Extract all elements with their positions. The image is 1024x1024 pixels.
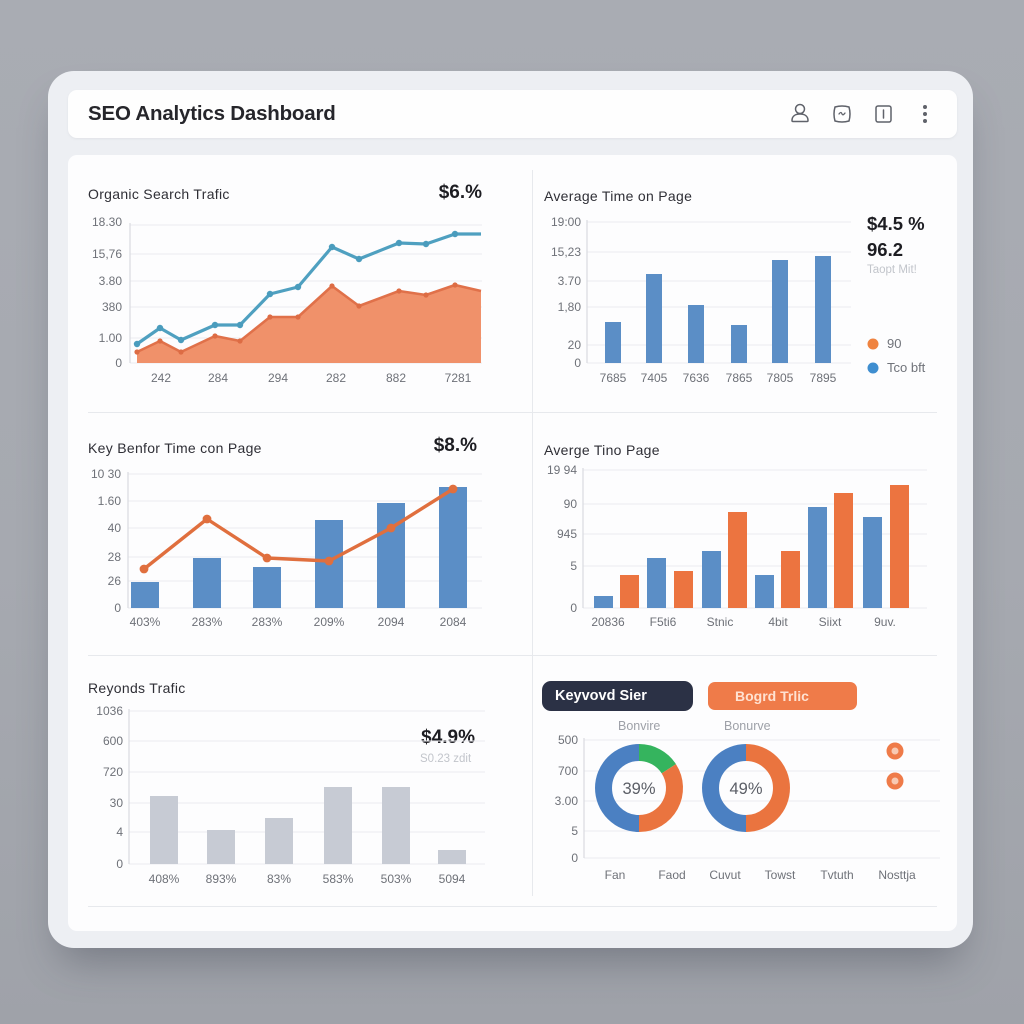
svg-text:19:00: 19:00 bbox=[551, 215, 581, 229]
svg-text:0: 0 bbox=[114, 601, 121, 615]
svg-text:28: 28 bbox=[108, 550, 122, 564]
svg-text:600: 600 bbox=[103, 734, 123, 748]
svg-text:893%: 893% bbox=[206, 872, 237, 886]
svg-text:503%: 503% bbox=[381, 872, 412, 886]
svg-text:1.00: 1.00 bbox=[99, 331, 123, 345]
svg-text:7805: 7805 bbox=[767, 371, 794, 385]
svg-text:0: 0 bbox=[116, 857, 123, 871]
svg-text:90: 90 bbox=[564, 497, 578, 511]
svg-text:945: 945 bbox=[557, 527, 577, 541]
svg-text:1,80: 1,80 bbox=[558, 300, 582, 314]
svg-text:283%: 283% bbox=[252, 615, 283, 629]
svg-text:Faod: Faod bbox=[658, 868, 685, 882]
svg-text:7685: 7685 bbox=[600, 371, 627, 385]
svg-text:19 94: 19 94 bbox=[547, 463, 577, 477]
svg-text:3.70: 3.70 bbox=[558, 274, 582, 288]
svg-text:20: 20 bbox=[568, 338, 582, 352]
svg-text:242: 242 bbox=[151, 371, 171, 385]
svg-text:Cuvut: Cuvut bbox=[709, 868, 741, 882]
svg-text:500: 500 bbox=[558, 735, 578, 747]
svg-text:1036: 1036 bbox=[96, 704, 123, 718]
svg-text:5094: 5094 bbox=[439, 872, 466, 886]
svg-text:39%: 39% bbox=[622, 780, 655, 798]
svg-text:7636: 7636 bbox=[683, 371, 710, 385]
svg-text:7895: 7895 bbox=[810, 371, 837, 385]
svg-text:83%: 83% bbox=[267, 872, 291, 886]
svg-text:4bit: 4bit bbox=[768, 615, 788, 629]
svg-text:Tco bft: Tco bft bbox=[887, 360, 926, 375]
svg-text:3.80: 3.80 bbox=[99, 274, 123, 288]
svg-text:0: 0 bbox=[571, 851, 578, 865]
svg-text:Nosttja: Nosttja bbox=[878, 868, 916, 882]
svg-text:0: 0 bbox=[570, 601, 577, 615]
svg-text:403%: 403% bbox=[130, 615, 161, 629]
svg-text:284: 284 bbox=[208, 371, 228, 385]
svg-text:F5ti6: F5ti6 bbox=[650, 615, 677, 629]
svg-text:283%: 283% bbox=[192, 615, 223, 629]
svg-text:90: 90 bbox=[887, 336, 901, 351]
svg-text:4: 4 bbox=[116, 825, 123, 839]
svg-text:Stnic: Stnic bbox=[707, 615, 734, 629]
svg-text:2094: 2094 bbox=[378, 615, 405, 629]
svg-text:380: 380 bbox=[102, 300, 122, 314]
svg-text:7405: 7405 bbox=[641, 371, 668, 385]
svg-text:Towst: Towst bbox=[765, 868, 796, 882]
svg-text:20836: 20836 bbox=[591, 615, 625, 629]
svg-text:7865: 7865 bbox=[726, 371, 753, 385]
svg-text:Siixt: Siixt bbox=[819, 615, 842, 629]
svg-text:5: 5 bbox=[570, 559, 577, 573]
svg-text:15,76: 15,76 bbox=[92, 247, 122, 261]
svg-text:26: 26 bbox=[108, 574, 122, 588]
svg-text:30: 30 bbox=[110, 796, 124, 810]
svg-text:18.30: 18.30 bbox=[92, 215, 122, 229]
svg-text:7281: 7281 bbox=[445, 371, 472, 385]
svg-text:0: 0 bbox=[574, 356, 581, 370]
svg-text:209%: 209% bbox=[314, 615, 345, 629]
svg-text:3.00: 3.00 bbox=[555, 794, 579, 808]
svg-text:282: 282 bbox=[326, 371, 346, 385]
svg-text:882: 882 bbox=[386, 371, 406, 385]
svg-text:700: 700 bbox=[558, 764, 578, 778]
svg-text:294: 294 bbox=[268, 371, 288, 385]
svg-text:583%: 583% bbox=[323, 872, 354, 886]
svg-text:9uv.: 9uv. bbox=[874, 615, 896, 629]
svg-text:10 30: 10 30 bbox=[91, 467, 121, 481]
svg-text:15,23: 15,23 bbox=[551, 245, 581, 259]
svg-text:720: 720 bbox=[103, 765, 123, 779]
svg-text:40: 40 bbox=[108, 521, 122, 535]
svg-text:0: 0 bbox=[115, 356, 122, 370]
svg-text:Fan: Fan bbox=[605, 868, 626, 882]
svg-text:5: 5 bbox=[571, 824, 578, 838]
svg-text:2084: 2084 bbox=[440, 615, 467, 629]
svg-text:49%: 49% bbox=[729, 780, 762, 798]
svg-text:408%: 408% bbox=[149, 872, 180, 886]
svg-text:1.60: 1.60 bbox=[98, 494, 122, 508]
svg-text:Tvtuth: Tvtuth bbox=[820, 868, 853, 882]
